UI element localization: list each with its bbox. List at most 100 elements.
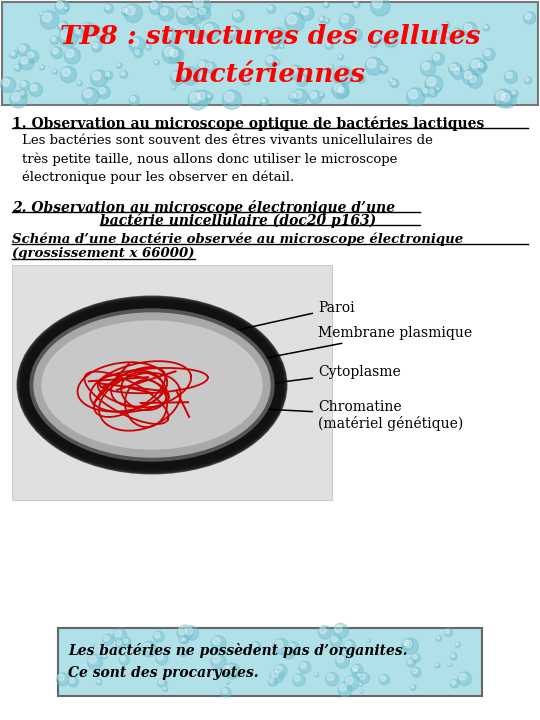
Circle shape [103, 634, 113, 645]
Circle shape [62, 68, 70, 76]
Circle shape [380, 66, 384, 71]
Circle shape [483, 49, 495, 60]
Circle shape [373, 35, 382, 44]
Circle shape [78, 81, 80, 84]
Circle shape [425, 76, 443, 93]
Circle shape [113, 629, 127, 642]
Circle shape [77, 81, 82, 86]
Circle shape [435, 662, 440, 668]
Circle shape [198, 60, 210, 72]
Circle shape [506, 72, 512, 78]
Circle shape [222, 664, 233, 675]
Ellipse shape [25, 305, 279, 465]
Text: (grossissement x 66000): (grossissement x 66000) [12, 247, 194, 260]
Circle shape [117, 63, 122, 68]
Circle shape [359, 672, 370, 683]
Text: Paroi: Paroi [228, 301, 355, 333]
Circle shape [451, 680, 455, 685]
Circle shape [10, 51, 18, 58]
Circle shape [351, 30, 357, 36]
Circle shape [351, 665, 363, 676]
Circle shape [207, 94, 213, 100]
Circle shape [272, 42, 280, 49]
Circle shape [429, 89, 434, 94]
Circle shape [443, 22, 447, 26]
Circle shape [58, 674, 64, 680]
Circle shape [402, 639, 414, 650]
Circle shape [170, 71, 185, 85]
Circle shape [260, 98, 268, 106]
Circle shape [57, 673, 69, 685]
Circle shape [59, 22, 64, 27]
Circle shape [463, 22, 477, 37]
Circle shape [433, 54, 440, 60]
Circle shape [97, 679, 102, 685]
Circle shape [74, 28, 84, 38]
Circle shape [411, 667, 421, 678]
Circle shape [332, 636, 338, 642]
Circle shape [348, 651, 350, 653]
Circle shape [483, 24, 490, 31]
Circle shape [121, 71, 125, 76]
Circle shape [341, 15, 348, 23]
Circle shape [407, 658, 416, 667]
Circle shape [403, 639, 409, 645]
Circle shape [105, 5, 110, 9]
Circle shape [380, 675, 389, 685]
Circle shape [323, 2, 329, 8]
Circle shape [370, 41, 377, 48]
Circle shape [525, 13, 531, 19]
Circle shape [380, 65, 388, 73]
Circle shape [353, 1, 360, 8]
Circle shape [505, 71, 517, 84]
Circle shape [206, 63, 212, 69]
Circle shape [114, 630, 122, 637]
Circle shape [105, 72, 109, 76]
Circle shape [271, 670, 278, 678]
Circle shape [338, 683, 352, 696]
Circle shape [469, 58, 486, 75]
Ellipse shape [34, 313, 270, 457]
Circle shape [172, 86, 176, 90]
Circle shape [104, 635, 109, 641]
Ellipse shape [30, 310, 274, 461]
Circle shape [282, 647, 295, 659]
Circle shape [408, 659, 412, 664]
Circle shape [97, 30, 104, 35]
Circle shape [29, 83, 43, 96]
Circle shape [389, 78, 394, 83]
Circle shape [511, 90, 518, 97]
Circle shape [464, 71, 471, 79]
Circle shape [134, 49, 143, 58]
Circle shape [180, 637, 184, 641]
Circle shape [21, 57, 28, 64]
Circle shape [413, 668, 417, 673]
Circle shape [28, 52, 33, 58]
Circle shape [159, 679, 163, 684]
Circle shape [131, 38, 139, 46]
Circle shape [524, 77, 532, 84]
Circle shape [411, 654, 420, 662]
Circle shape [445, 33, 448, 37]
Circle shape [280, 44, 284, 48]
Circle shape [367, 639, 370, 642]
Circle shape [172, 72, 179, 79]
Circle shape [389, 78, 392, 81]
Circle shape [384, 33, 398, 48]
Text: Membrane plasmique: Membrane plasmique [245, 326, 472, 364]
Circle shape [267, 56, 273, 63]
Circle shape [10, 91, 27, 108]
Circle shape [320, 17, 323, 20]
Circle shape [329, 65, 334, 69]
Circle shape [82, 22, 94, 35]
Circle shape [198, 6, 211, 20]
Circle shape [445, 629, 449, 634]
Circle shape [448, 663, 452, 667]
Circle shape [146, 45, 151, 50]
Circle shape [116, 639, 125, 648]
Circle shape [450, 64, 456, 71]
Circle shape [338, 87, 344, 93]
Circle shape [344, 675, 359, 690]
Circle shape [318, 626, 332, 639]
Circle shape [172, 86, 174, 88]
